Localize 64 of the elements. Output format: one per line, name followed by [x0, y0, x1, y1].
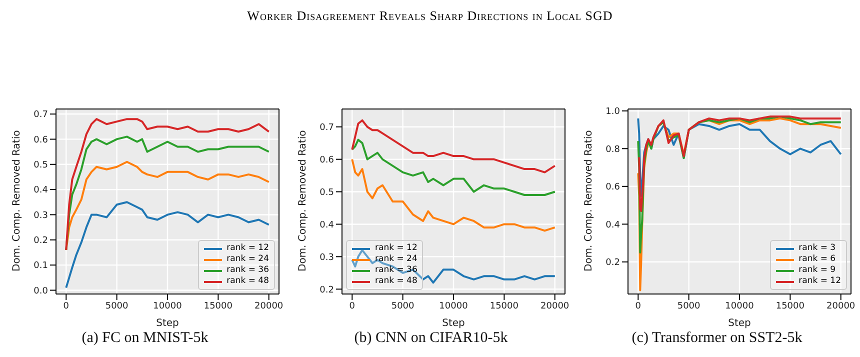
y-tick-label: 0.8 — [606, 144, 620, 155]
y-tick-label: 0.4 — [606, 220, 620, 230]
legend-label: rank = 36 — [226, 265, 269, 276]
x-axis-title: Step — [156, 318, 179, 329]
y-tick-label: 0.4 — [34, 186, 48, 196]
y-tick-label: 0.7 — [34, 110, 48, 120]
y-tick-label: 0.5 — [34, 160, 48, 171]
line-series — [637, 116, 842, 254]
x-tick-label: 15000 — [490, 301, 519, 312]
y-axis-title: Dom. Comp. Removed Ratio — [298, 130, 309, 272]
x-axis-title: Step — [728, 318, 751, 329]
line-series — [637, 116, 842, 212]
y-tick-label: 0.4 — [320, 220, 334, 230]
x-tick-label: 20000 — [826, 301, 856, 312]
y-axis-title: Dom. Comp. Removed Ratio — [584, 130, 595, 272]
legend-label: rank = 9 — [798, 265, 836, 276]
y-tick-label: 0.6 — [320, 156, 334, 166]
x-tick-label: 10000 — [439, 301, 468, 312]
y-axis-title: Dom. Comp. Removed Ratio — [12, 130, 23, 272]
x-tick-label: 5000 — [105, 301, 129, 312]
y-tick-label: 0.3 — [320, 252, 334, 263]
text: Worker Disagreement Reveals Sharp Directions in Local SGD — [246, 8, 614, 24]
x-tick-label: 20000 — [540, 301, 570, 312]
y-tick-label: 0.0 — [34, 286, 48, 296]
x-tick-label: 10000 — [725, 301, 754, 312]
y-tick-label: 1.0 — [606, 107, 620, 118]
x-tick-label: 15000 — [776, 301, 805, 312]
legend-label: rank = 12 — [798, 276, 841, 287]
legend-label: rank = 3 — [798, 243, 836, 254]
x-tick-label: 5000 — [391, 301, 415, 312]
x-tick-label: 10000 — [153, 301, 182, 312]
y-tick-label: 0.2 — [34, 236, 48, 246]
x-tick-label: 20000 — [254, 301, 284, 312]
legend-label: rank = 12 — [375, 243, 418, 254]
line-series — [351, 138, 556, 196]
x-axis-title: Step — [442, 318, 465, 329]
x-tick-label: 0 — [349, 301, 356, 312]
y-tick-label: 0.3 — [34, 210, 48, 221]
line-series — [351, 249, 556, 284]
legend-label: rank = 24 — [226, 254, 269, 265]
y-tick-label: 0.5 — [320, 188, 334, 198]
text: (b) CNN on CIFAR10-5k — [353, 330, 509, 347]
x-tick-label: 5000 — [677, 301, 701, 312]
x-tick-label: 15000 — [204, 301, 233, 312]
line-series — [65, 201, 270, 289]
line-series — [65, 160, 270, 251]
legend-label: rank = 48 — [375, 276, 418, 287]
y-tick-label: 0.6 — [34, 135, 48, 146]
legend-label: rank = 24 — [375, 254, 418, 265]
line-series — [351, 119, 556, 174]
y-tick-label: 0.7 — [320, 123, 334, 134]
x-tick-label: 0 — [635, 301, 642, 312]
legend-label: rank = 36 — [375, 265, 418, 276]
legend-label: rank = 12 — [226, 243, 269, 254]
y-tick-label: 0.2 — [320, 285, 334, 296]
y-tick-label: 0.2 — [606, 258, 620, 268]
y-tick-label: 0.1 — [34, 261, 48, 272]
y-tick-label: 0.6 — [606, 182, 620, 193]
text: (a) FC on MNIST-5k — [80, 330, 210, 347]
text: (c) Transformer on SST2-5k — [630, 330, 804, 347]
legend-label: rank = 6 — [798, 254, 836, 265]
x-tick-label: 0 — [63, 301, 70, 312]
line-series — [351, 158, 556, 232]
legend-label: rank = 48 — [226, 276, 269, 287]
